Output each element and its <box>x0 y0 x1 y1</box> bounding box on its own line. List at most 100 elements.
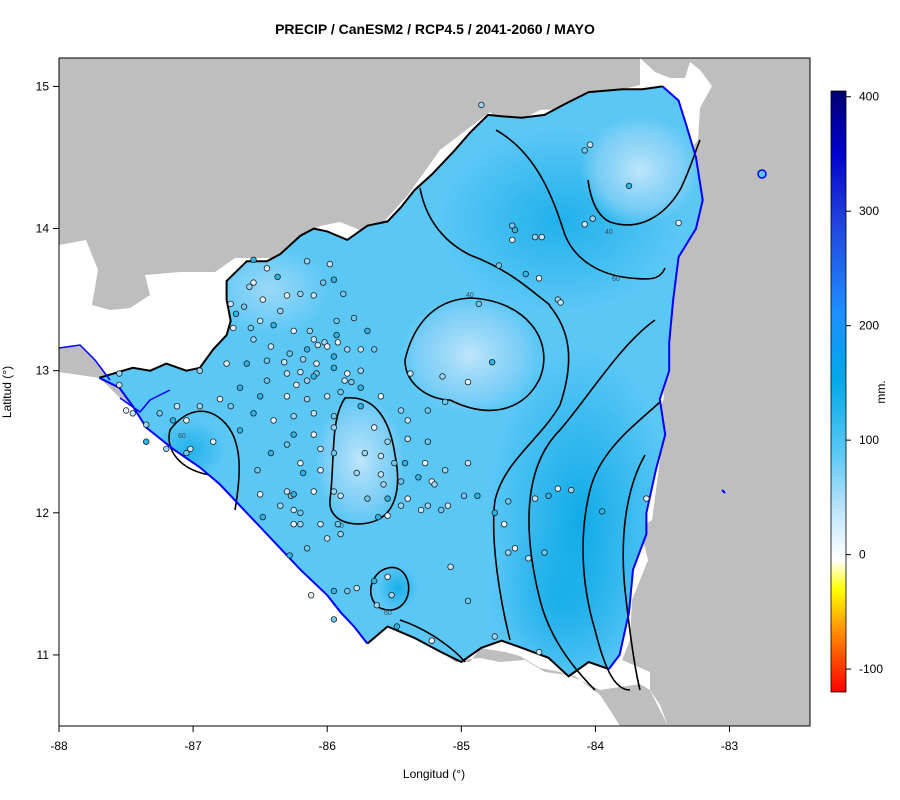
station-marker[interactable] <box>341 377 348 384</box>
station-marker[interactable] <box>326 260 334 268</box>
station-marker[interactable] <box>250 410 257 417</box>
station-marker[interactable] <box>491 509 498 516</box>
station-marker[interactable] <box>317 467 324 474</box>
station-marker[interactable] <box>424 502 431 509</box>
station-marker[interactable] <box>357 367 364 374</box>
station-marker[interactable] <box>317 521 324 528</box>
station-marker[interactable] <box>297 521 304 528</box>
station-marker[interactable] <box>290 521 297 528</box>
station-marker[interactable] <box>173 403 181 410</box>
station-marker[interactable] <box>350 314 358 322</box>
station-marker[interactable] <box>391 459 398 467</box>
station-marker[interactable] <box>116 381 123 389</box>
station-marker[interactable] <box>371 424 378 431</box>
station-marker[interactable] <box>297 290 304 298</box>
station-marker[interactable] <box>270 417 277 424</box>
station-marker[interactable] <box>334 339 342 346</box>
station-marker[interactable] <box>129 410 136 417</box>
station-marker[interactable] <box>401 459 409 467</box>
station-marker[interactable] <box>227 300 234 308</box>
station-marker[interactable] <box>397 407 405 414</box>
station-marker[interactable] <box>299 356 307 363</box>
station-marker[interactable] <box>475 300 482 308</box>
station-marker[interactable] <box>424 407 431 414</box>
station-marker[interactable] <box>384 573 391 580</box>
station-marker[interactable] <box>303 377 311 384</box>
station-marker[interactable] <box>464 459 472 467</box>
station-marker[interactable] <box>478 101 485 109</box>
station-marker[interactable] <box>393 623 401 630</box>
station-marker[interactable] <box>439 373 446 380</box>
station-marker[interactable] <box>442 398 449 406</box>
station-marker[interactable] <box>259 296 266 303</box>
station-marker[interactable] <box>501 521 508 528</box>
station-marker[interactable] <box>283 441 291 448</box>
station-marker[interactable] <box>310 410 317 417</box>
station-marker[interactable] <box>375 513 382 521</box>
station-marker[interactable] <box>581 221 588 228</box>
station-marker[interactable] <box>286 552 293 559</box>
station-marker[interactable] <box>330 413 338 420</box>
station-marker[interactable] <box>568 486 575 494</box>
station-marker[interactable] <box>428 637 435 644</box>
station-marker[interactable] <box>142 421 150 428</box>
station-marker[interactable] <box>306 327 313 335</box>
station-marker[interactable] <box>380 481 387 488</box>
station-marker[interactable] <box>371 346 378 353</box>
station-marker[interactable] <box>361 449 368 457</box>
station-marker[interactable] <box>142 438 150 445</box>
station-marker[interactable] <box>442 467 449 474</box>
station-marker[interactable] <box>545 492 552 499</box>
station-marker[interactable] <box>511 226 519 234</box>
station-marker[interactable] <box>257 317 264 325</box>
station-marker[interactable] <box>444 502 452 509</box>
station-marker[interactable] <box>598 508 606 515</box>
station-marker[interactable] <box>364 327 371 335</box>
station-marker[interactable] <box>557 299 564 306</box>
station-marker[interactable] <box>196 367 203 374</box>
station-marker[interactable] <box>196 403 203 410</box>
station-marker[interactable] <box>511 545 519 552</box>
station-marker[interactable] <box>535 648 543 656</box>
station-marker[interactable] <box>290 506 297 514</box>
station-marker[interactable] <box>330 616 338 623</box>
station-marker[interactable] <box>257 491 264 498</box>
station-marker[interactable] <box>303 545 311 552</box>
station-marker[interactable] <box>589 215 596 222</box>
station-marker[interactable] <box>297 368 304 376</box>
station-marker[interactable] <box>230 324 237 332</box>
station-marker[interactable] <box>330 364 338 371</box>
station-marker[interactable] <box>417 506 425 514</box>
station-marker[interactable] <box>337 492 344 499</box>
station-marker[interactable] <box>310 431 317 438</box>
station-marker[interactable] <box>227 403 234 410</box>
station-marker[interactable] <box>116 370 123 377</box>
station-marker[interactable] <box>299 469 307 477</box>
station-marker[interactable] <box>535 275 543 282</box>
station-marker[interactable] <box>297 459 304 467</box>
station-marker[interactable] <box>415 474 422 481</box>
station-marker[interactable] <box>388 592 395 599</box>
station-marker[interactable] <box>522 270 529 278</box>
station-marker[interactable] <box>424 438 431 445</box>
station-marker[interactable] <box>464 378 472 386</box>
station-marker[interactable] <box>464 597 472 605</box>
station-marker[interactable] <box>357 346 364 353</box>
station-marker[interactable] <box>344 346 351 353</box>
station-marker[interactable] <box>310 373 317 380</box>
station-marker[interactable] <box>290 431 297 438</box>
station-marker[interactable] <box>353 469 360 477</box>
station-marker[interactable] <box>324 343 331 350</box>
station-marker[interactable] <box>243 360 250 367</box>
station-marker[interactable] <box>460 492 468 499</box>
station-marker[interactable] <box>263 377 271 384</box>
station-marker[interactable] <box>324 535 331 542</box>
station-marker[interactable] <box>330 353 338 360</box>
station-marker[interactable] <box>281 359 288 366</box>
station-marker[interactable] <box>297 509 304 516</box>
station-marker[interactable] <box>122 407 130 414</box>
station-marker[interactable] <box>586 141 594 148</box>
station-marker[interactable] <box>384 438 391 445</box>
station-marker[interactable] <box>538 233 545 241</box>
station-marker[interactable] <box>407 370 414 377</box>
